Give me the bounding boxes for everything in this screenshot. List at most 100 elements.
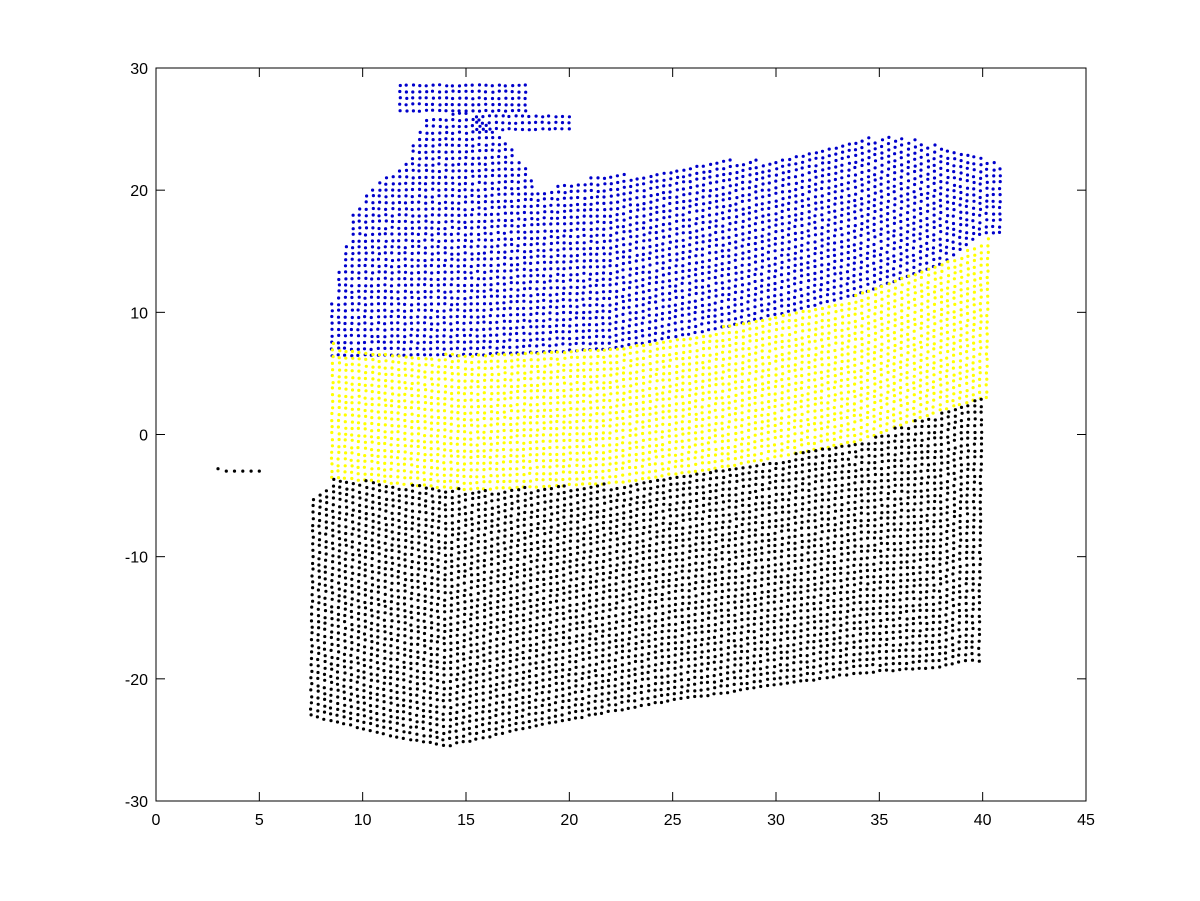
series-0-point — [450, 201, 454, 205]
series-1-point — [939, 345, 943, 349]
series-0-point — [832, 292, 836, 296]
series-0-point — [344, 252, 348, 256]
series-1-point — [965, 280, 969, 284]
series-0-point — [925, 235, 930, 239]
series-1-point — [443, 448, 447, 452]
series-0-point — [985, 199, 989, 203]
series-0-point — [456, 238, 461, 242]
series-0-point — [700, 227, 705, 231]
series-1-point — [773, 404, 777, 409]
series-1-point — [449, 416, 453, 420]
series-1-point — [695, 349, 699, 353]
series-1-point — [575, 458, 579, 462]
series-0-point — [793, 289, 797, 293]
series-0-point — [661, 292, 665, 296]
series-0-point — [464, 125, 468, 129]
series-0-point — [409, 315, 413, 319]
series-0-point — [469, 308, 473, 312]
series-0-point — [589, 227, 593, 232]
series-0-point — [939, 249, 943, 253]
series-0-point — [416, 321, 420, 325]
series-1-point — [337, 386, 342, 390]
series-1-point — [813, 384, 818, 388]
series-0-point — [985, 186, 989, 190]
series-1-point — [707, 410, 712, 414]
series-0-point — [431, 108, 435, 112]
series-1-point — [853, 331, 857, 335]
series-0-point — [887, 154, 891, 158]
series-1-point — [567, 464, 572, 468]
series-0-point — [774, 223, 778, 227]
series-0-point — [906, 223, 910, 227]
series-0-point — [509, 294, 513, 298]
series-0-point — [979, 163, 983, 167]
series-1-point — [516, 396, 520, 400]
series-0-point — [397, 239, 401, 243]
series-0-point — [491, 136, 495, 140]
series-0-point — [735, 170, 739, 175]
series-0-point — [601, 328, 605, 332]
series-1-point — [867, 333, 871, 338]
series-0-point — [649, 212, 653, 216]
series-1-point — [641, 400, 645, 404]
series-0-point — [403, 277, 407, 281]
series-1-point — [952, 353, 956, 357]
series-1-point — [793, 439, 797, 443]
series-0-point — [728, 197, 732, 201]
series-1-point — [906, 344, 910, 348]
series-0-point — [946, 200, 950, 204]
series-0-point — [866, 219, 870, 223]
series-1-point — [859, 438, 863, 442]
series-0-point — [887, 135, 891, 139]
series-1-point — [396, 450, 400, 454]
series-1-point — [899, 372, 903, 376]
series-0-point — [377, 207, 381, 211]
series-1-point — [819, 396, 823, 400]
series-0-point — [403, 251, 407, 255]
series-1-point — [860, 349, 864, 353]
series-1-point — [899, 346, 903, 350]
series-1-point — [601, 457, 606, 461]
series-0-point — [813, 240, 817, 244]
series-1-point — [873, 376, 877, 380]
series-1-point — [886, 313, 890, 317]
series-0-point — [450, 246, 454, 250]
series-0-point — [463, 276, 467, 280]
series-1-point — [965, 381, 969, 385]
series-0-point — [780, 286, 784, 290]
series-1-point — [424, 357, 428, 361]
series-1-point — [886, 352, 890, 356]
series-0-point — [424, 156, 428, 160]
series-1-point — [887, 307, 891, 311]
series-0-point — [503, 186, 507, 190]
series-1-point — [900, 309, 904, 313]
series-1-point — [628, 377, 632, 381]
series-0-point — [767, 206, 771, 210]
series-1-point — [899, 386, 903, 390]
series-1-point — [582, 393, 586, 397]
series-0-point — [589, 182, 593, 186]
series-0-point — [475, 120, 479, 124]
series-0-point — [807, 254, 811, 258]
series-0-point — [383, 315, 387, 319]
series-1-point — [583, 348, 587, 352]
series-0-point — [429, 347, 433, 351]
series-0-point — [872, 204, 876, 208]
series-1-point — [488, 480, 492, 484]
series-1-point — [966, 318, 970, 322]
series-0-point — [702, 176, 706, 180]
series-0-point — [655, 236, 659, 240]
series-1-point — [641, 363, 645, 367]
series-0-point — [668, 222, 672, 226]
series-1-point — [469, 487, 473, 491]
series-0-point — [860, 170, 864, 174]
series-0-point — [753, 222, 758, 226]
series-0-point — [444, 137, 448, 141]
series-1-point — [649, 368, 653, 372]
series-1-point — [542, 389, 547, 393]
series-0-point — [521, 325, 525, 329]
series-1-point — [885, 422, 889, 426]
series-1-point — [800, 374, 804, 378]
series-0-point — [491, 142, 495, 146]
series-1-point — [952, 379, 956, 383]
